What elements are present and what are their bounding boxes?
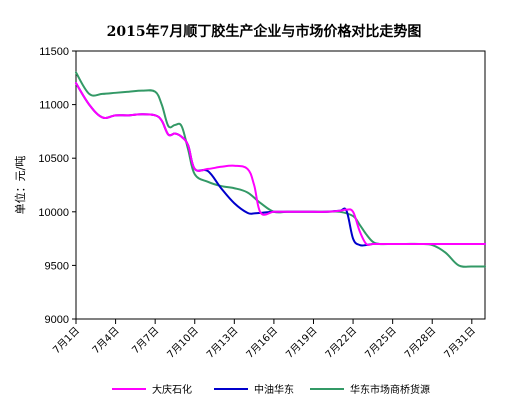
series-layer	[75, 71, 486, 268]
x-tick-label: 7月31日	[442, 325, 478, 361]
legend-label: 大庆石化	[152, 383, 192, 396]
x-tick-label: 7月19日	[283, 325, 319, 361]
y-axis: 9000 9500 10000 10500 11000 11500	[38, 46, 76, 326]
y-tick-label: 11500	[39, 46, 69, 58]
series-line-0	[75, 82, 486, 246]
x-tick-label: 7月25日	[363, 325, 399, 361]
legend: 大庆石化 中油华东 华东市场商桥货源	[112, 383, 430, 396]
y-tick-label: 9500	[45, 260, 69, 272]
series-line-1	[75, 82, 486, 247]
chart-title: 2015年7月顺丁胶生产企业与市场价格对比走势图	[107, 23, 422, 40]
x-tick-label: 7月16日	[244, 325, 280, 361]
x-tick-label: 7月4日	[90, 325, 122, 357]
y-tick-label: 9000	[45, 314, 69, 326]
x-tick-label: 7月22日	[323, 325, 359, 361]
x-tick-label: 7月10日	[165, 325, 201, 361]
y-tick-label: 11000	[39, 100, 69, 112]
x-axis: 7月1日 7月4日 7月7日 7月10日 7月13日 7月16日 7月19日 7月22日 7月2…	[50, 319, 478, 361]
y-tick-label: 10500	[38, 153, 69, 165]
x-tick-label: 7月13日	[204, 325, 240, 361]
legend-label: 华东市场商桥货源	[350, 383, 430, 396]
y-axis-label: 单位：元/吨	[13, 156, 27, 215]
x-tick-label: 7月1日	[50, 325, 82, 357]
plot-area-frame	[75, 50, 486, 320]
legend-label: 中油华东	[254, 383, 294, 396]
x-tick-label: 7月28日	[402, 325, 438, 361]
x-tick-label: 7月7日	[130, 325, 162, 357]
y-tick-label: 10000	[38, 207, 69, 219]
series-line-2	[75, 71, 486, 268]
